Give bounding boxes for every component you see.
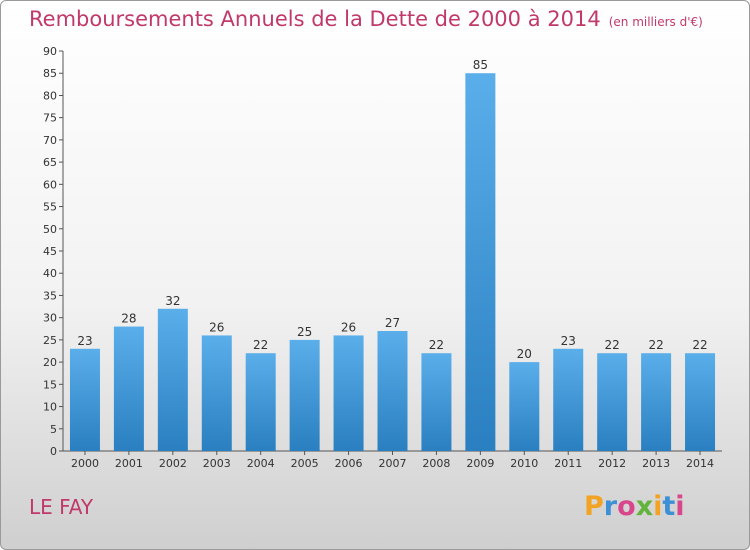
- bar-2000: [69, 348, 100, 451]
- bar-2009: [465, 73, 496, 451]
- value-label-2013: 22: [648, 338, 663, 352]
- y-tick-label: 85: [43, 67, 57, 80]
- value-label-2014: 22: [692, 338, 707, 352]
- y-tick-label: 0: [50, 445, 57, 458]
- bar-2001: [113, 326, 144, 451]
- y-tick-label: 50: [43, 223, 57, 236]
- bar-2010: [509, 362, 540, 451]
- value-label-2003: 26: [209, 320, 224, 334]
- y-tick-label: 65: [43, 156, 57, 169]
- x-tick-label: 2010: [510, 457, 538, 470]
- chart-labels: 23 28 32 26 22 25 26 27 22 85 20 23 22 22 22: [77, 58, 707, 361]
- bar-2002: [157, 308, 188, 451]
- chart-title: Remboursements Annuels de la Dette de 20…: [29, 7, 703, 31]
- value-label-2000: 23: [77, 334, 92, 348]
- y-tick-label: 60: [43, 178, 57, 191]
- x-tick-label: 2013: [642, 457, 670, 470]
- bar-2011: [553, 348, 584, 451]
- bar-2008: [421, 353, 452, 451]
- x-tick-label: 2000: [71, 457, 99, 470]
- chart-bars: [69, 73, 716, 451]
- value-label-2009: 85: [473, 58, 488, 72]
- x-tick-label: 2002: [159, 457, 187, 470]
- y-tick-label: 40: [43, 267, 57, 280]
- x-tick-label: 2006: [335, 457, 363, 470]
- y-tick-label: 90: [43, 45, 57, 58]
- bar-2014: [685, 353, 716, 451]
- brand-logo: Proxiti: [584, 491, 685, 522]
- value-label-2007: 27: [385, 316, 400, 330]
- y-tick-label: 80: [43, 89, 57, 102]
- y-tick-label: 15: [43, 378, 57, 391]
- y-tick-label: 70: [43, 134, 57, 147]
- bar-2003: [201, 335, 232, 451]
- chart-unit: (en milliers d'€): [608, 15, 703, 29]
- value-label-2005: 25: [297, 325, 312, 339]
- x-tick-label: 2001: [115, 457, 143, 470]
- value-label-2002: 32: [165, 294, 180, 308]
- bar-2012: [597, 353, 628, 451]
- value-label-2004: 22: [253, 338, 268, 352]
- x-tick-label: 2009: [466, 457, 494, 470]
- bar-2005: [289, 339, 320, 451]
- value-label-2008: 22: [429, 338, 444, 352]
- value-label-2010: 20: [517, 347, 532, 361]
- y-tick-label: 25: [43, 334, 57, 347]
- bar-2004: [245, 353, 276, 451]
- chart-title-text: Remboursements Annuels de la Dette de 20…: [29, 7, 601, 31]
- bar-2007: [377, 331, 408, 451]
- x-tick-label: 2012: [598, 457, 626, 470]
- place-label: LE FAY: [29, 495, 94, 519]
- chart-axes: 0 5 10 15 20 25 30 35 40 45 50 55 60 65 70 75 80 85 90 2000…: [43, 45, 722, 470]
- value-label-2011: 23: [561, 334, 576, 348]
- y-tick-label: 55: [43, 201, 57, 214]
- value-label-2012: 22: [605, 338, 620, 352]
- y-tick-label: 45: [43, 245, 57, 258]
- x-tick-label: 2003: [203, 457, 231, 470]
- y-tick-label: 20: [43, 356, 57, 369]
- y-tick-label: 35: [43, 289, 57, 302]
- y-tick-label: 5: [50, 423, 57, 436]
- x-tick-label: 2014: [686, 457, 714, 470]
- x-tick-label: 2011: [554, 457, 582, 470]
- y-tick-label: 30: [43, 312, 57, 325]
- x-tick-label: 2007: [379, 457, 407, 470]
- x-tick-label: 2004: [247, 457, 275, 470]
- bar-2006: [333, 335, 364, 451]
- bar-2013: [641, 353, 672, 451]
- x-tick-label: 2008: [422, 457, 450, 470]
- y-tick-label: 75: [43, 112, 57, 125]
- x-tick-label: 2005: [291, 457, 319, 470]
- value-label-2006: 26: [341, 320, 356, 334]
- value-label-2001: 28: [121, 312, 136, 326]
- y-tick-label: 10: [43, 401, 57, 414]
